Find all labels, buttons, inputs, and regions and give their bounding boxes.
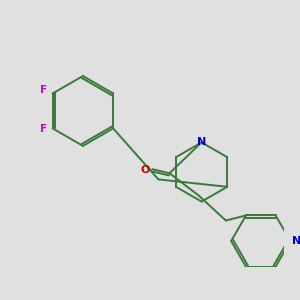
Text: O: O <box>141 165 150 175</box>
Text: F: F <box>40 124 47 134</box>
Text: F: F <box>40 85 47 95</box>
Text: N: N <box>197 137 206 147</box>
Text: N: N <box>292 236 300 246</box>
